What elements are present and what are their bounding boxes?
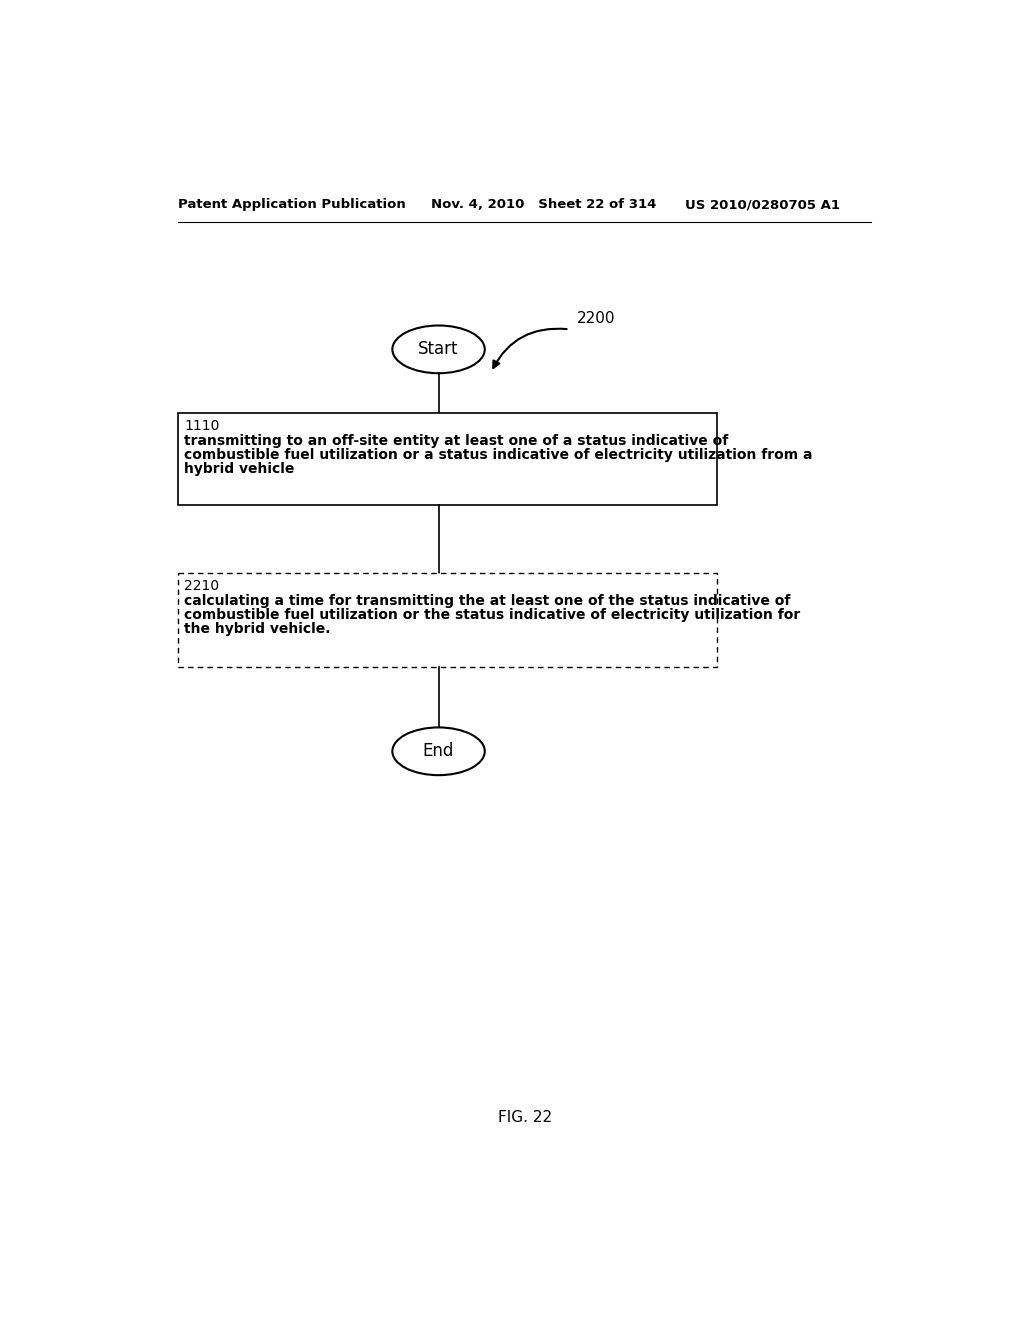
Text: End: End [423,742,455,760]
Text: Nov. 4, 2010   Sheet 22 of 314: Nov. 4, 2010 Sheet 22 of 314 [431,198,656,211]
Text: FIG. 22: FIG. 22 [498,1110,552,1125]
FancyArrowPatch shape [494,329,566,368]
Text: 1110: 1110 [184,418,220,433]
Text: transmitting to an off-site entity at least one of a status indicative of: transmitting to an off-site entity at le… [184,434,729,447]
Text: 2200: 2200 [578,312,615,326]
Text: calculating a time for transmitting the at least one of the status indicative of: calculating a time for transmitting the … [184,594,791,609]
Bar [178,412,717,504]
Text: combustible fuel utilization or the status indicative of electricity utilization: combustible fuel utilization or the stat… [184,609,801,622]
Text: 2210: 2210 [184,578,219,593]
Bar [178,573,717,667]
Text: hybrid vehicle: hybrid vehicle [184,462,295,475]
Text: combustible fuel utilization or a status indicative of electricity utilization f: combustible fuel utilization or a status… [184,447,813,462]
Text: Patent Application Publication: Patent Application Publication [178,198,407,211]
Text: US 2010/0280705 A1: US 2010/0280705 A1 [685,198,840,211]
Text: Start: Start [419,341,459,358]
Text: the hybrid vehicle.: the hybrid vehicle. [184,622,331,636]
